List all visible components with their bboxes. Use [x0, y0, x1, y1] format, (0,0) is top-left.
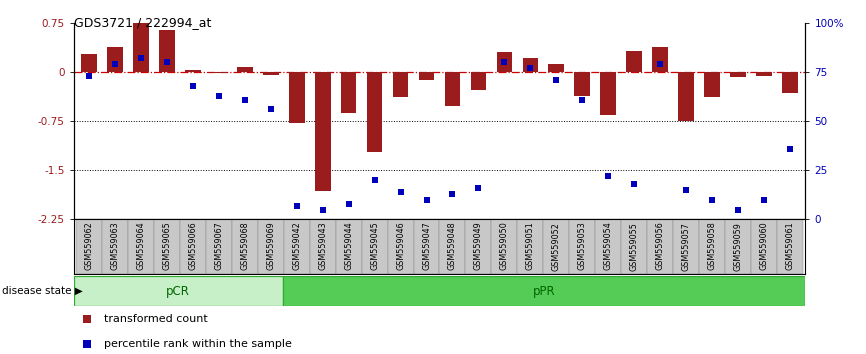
Text: GSM559056: GSM559056: [656, 222, 664, 270]
Bar: [517, 219, 543, 274]
Bar: [310, 219, 336, 274]
Text: GSM559046: GSM559046: [396, 222, 405, 270]
Text: GSM559062: GSM559062: [85, 222, 94, 270]
Bar: [341, 72, 357, 113]
Bar: [232, 219, 258, 274]
Bar: [289, 72, 305, 123]
Text: percentile rank within the sample: percentile rank within the sample: [104, 339, 292, 349]
Text: GSM559057: GSM559057: [682, 222, 690, 270]
Bar: [647, 219, 673, 274]
Bar: [652, 47, 668, 72]
Text: GSM559059: GSM559059: [734, 222, 742, 270]
Bar: [206, 219, 232, 274]
Text: GSM559058: GSM559058: [708, 222, 716, 270]
Text: GSM559063: GSM559063: [111, 222, 120, 270]
Text: GSM559050: GSM559050: [500, 222, 509, 270]
Bar: [76, 219, 102, 274]
Text: GSM559045: GSM559045: [370, 222, 379, 270]
Text: GSM559068: GSM559068: [241, 222, 249, 270]
Bar: [626, 51, 642, 72]
Text: GSM559048: GSM559048: [448, 222, 457, 270]
Bar: [185, 70, 201, 72]
Bar: [336, 219, 362, 274]
Text: GSM559043: GSM559043: [318, 222, 327, 270]
Text: GSM559053: GSM559053: [578, 222, 587, 270]
Bar: [756, 72, 772, 76]
Bar: [751, 219, 777, 274]
Bar: [284, 219, 310, 274]
Bar: [388, 219, 414, 274]
Bar: [128, 219, 154, 274]
Bar: [211, 72, 227, 73]
Text: GSM559055: GSM559055: [630, 222, 638, 270]
Bar: [133, 23, 149, 72]
Text: GSM559052: GSM559052: [552, 222, 561, 270]
Bar: [673, 219, 699, 274]
Bar: [74, 276, 282, 306]
Bar: [704, 72, 720, 97]
Bar: [569, 219, 595, 274]
Bar: [621, 219, 647, 274]
Text: transformed count: transformed count: [104, 314, 208, 325]
Bar: [81, 54, 97, 72]
Text: GSM559069: GSM559069: [267, 222, 275, 270]
Text: GSM559064: GSM559064: [137, 222, 145, 270]
Bar: [491, 219, 517, 274]
Bar: [414, 219, 439, 274]
Bar: [699, 219, 725, 274]
Text: GSM559047: GSM559047: [422, 222, 431, 270]
Text: GDS3721 / 222994_at: GDS3721 / 222994_at: [74, 16, 211, 29]
Text: GSM559049: GSM559049: [474, 222, 483, 270]
Text: GSM559066: GSM559066: [189, 222, 197, 270]
Text: GSM559067: GSM559067: [215, 222, 223, 270]
Bar: [470, 72, 486, 91]
Bar: [159, 29, 175, 72]
Text: GSM559051: GSM559051: [526, 222, 535, 270]
Bar: [730, 72, 746, 78]
Bar: [678, 72, 694, 121]
Bar: [725, 219, 751, 274]
Bar: [574, 72, 590, 96]
Bar: [258, 219, 284, 274]
Bar: [154, 219, 180, 274]
Bar: [777, 219, 803, 274]
Text: pPR: pPR: [533, 285, 555, 298]
Bar: [362, 219, 388, 274]
Bar: [782, 72, 798, 93]
Bar: [444, 72, 460, 106]
Bar: [263, 72, 279, 75]
Text: GSM559054: GSM559054: [604, 222, 612, 270]
Bar: [595, 219, 621, 274]
Bar: [419, 72, 435, 80]
Bar: [180, 219, 206, 274]
Bar: [237, 67, 253, 72]
Bar: [102, 219, 128, 274]
Bar: [496, 52, 512, 72]
Text: GSM559044: GSM559044: [344, 222, 353, 270]
Bar: [282, 276, 805, 306]
Bar: [548, 64, 564, 72]
Text: GSM559061: GSM559061: [785, 222, 794, 270]
Bar: [107, 47, 123, 72]
Bar: [600, 72, 616, 115]
Bar: [439, 219, 465, 274]
Bar: [315, 72, 331, 191]
Text: GSM559060: GSM559060: [759, 222, 768, 270]
Bar: [522, 58, 538, 72]
Bar: [543, 219, 569, 274]
Bar: [393, 72, 409, 97]
Text: pCR: pCR: [166, 285, 190, 298]
Text: disease state ▶: disease state ▶: [2, 286, 82, 296]
Bar: [367, 72, 383, 152]
Text: GSM559065: GSM559065: [163, 222, 171, 270]
Bar: [465, 219, 491, 274]
Text: GSM559042: GSM559042: [292, 222, 301, 270]
